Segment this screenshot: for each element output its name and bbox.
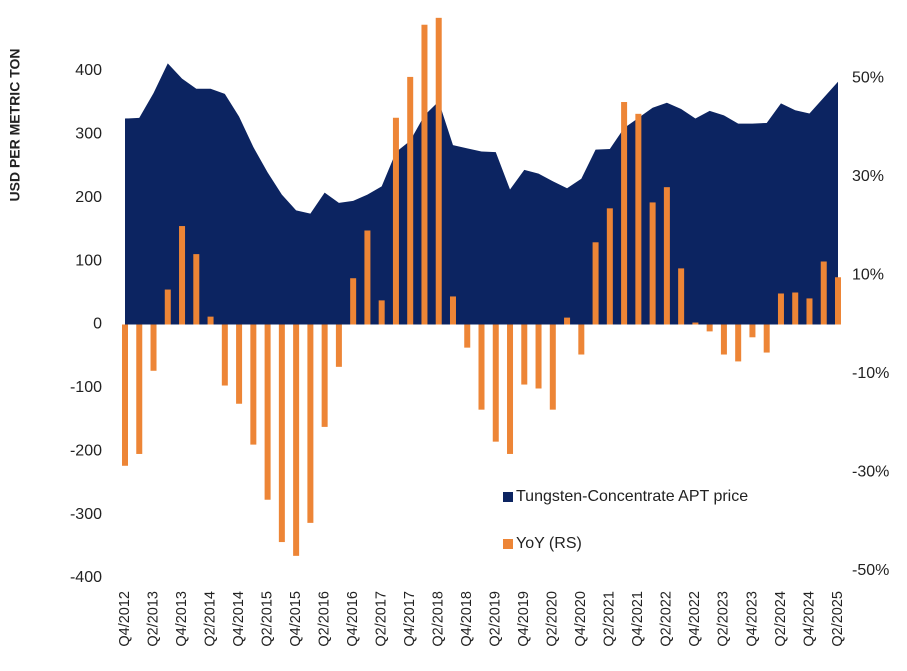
yoy-bar <box>535 324 542 389</box>
y-tick-label: 400 <box>75 62 102 79</box>
yoy-bar <box>777 293 784 325</box>
yoy-bar <box>435 17 442 325</box>
yoy-bar <box>407 76 414 325</box>
yoy-bar <box>307 324 314 523</box>
x-tick-label: Q2/2017 <box>374 591 390 647</box>
x-tick-label: Q4/2014 <box>231 591 247 647</box>
legend-label: YoY (RS) <box>516 535 582 552</box>
yoy-bar <box>264 324 271 500</box>
y2-tick-label: 10% <box>852 266 884 283</box>
yoy-bar <box>706 324 713 332</box>
yoy-bar <box>835 277 841 325</box>
yoy-bar <box>663 187 670 325</box>
yoy-bar <box>122 324 128 466</box>
y-tick-label: -400 <box>70 569 102 586</box>
yoy-bar <box>150 324 157 371</box>
yoy-bar <box>293 324 300 556</box>
yoy-bar <box>792 292 799 325</box>
y2-tick-label: 30% <box>852 168 884 185</box>
yoy-bar <box>649 202 656 325</box>
y-tick-label: 200 <box>75 189 102 206</box>
yoy-bar <box>492 324 499 442</box>
y-tick-label: 100 <box>75 252 102 269</box>
yoy-bar <box>350 278 357 325</box>
yoy-bar <box>606 208 613 325</box>
yoy-bar <box>820 261 827 325</box>
yoy-bar <box>221 324 228 386</box>
yoy-bar <box>449 296 456 325</box>
yoy-bar <box>236 324 243 404</box>
yoy-bar <box>478 324 485 410</box>
yoy-bar <box>179 226 186 325</box>
x-tick-label: Q2/2023 <box>716 591 732 647</box>
yoy-bar <box>378 300 385 325</box>
yoy-bar <box>164 289 171 325</box>
yoy-bar <box>720 324 727 355</box>
x-tick-label: Q4/2012 <box>117 591 133 647</box>
x-tick-label: Q4/2013 <box>174 591 190 647</box>
y-tick-label: 300 <box>75 126 102 143</box>
x-tick-label: Q2/2024 <box>773 591 789 647</box>
yoy-bar <box>621 102 628 325</box>
yoy-bar <box>635 113 642 325</box>
yoy-bar <box>592 242 599 325</box>
yoy-bar <box>335 324 342 367</box>
yoy-bar <box>321 324 328 427</box>
legend-label: Tungsten-Concentrate APT price <box>516 488 748 505</box>
yoy-bar <box>763 324 770 353</box>
x-tick-label: Q4/2019 <box>516 591 532 647</box>
yoy-bar <box>207 316 214 325</box>
x-tick-label: Q4/2024 <box>801 591 817 647</box>
yoy-bar <box>278 324 285 543</box>
yoy-bar <box>806 298 813 325</box>
x-tick-label: Q2/2021 <box>602 591 618 647</box>
yoy-bar <box>735 324 742 362</box>
x-tick-label: Q4/2015 <box>288 591 304 647</box>
x-tick-label: Q2/2018 <box>431 591 447 647</box>
yoy-bar <box>749 324 756 338</box>
y-tick-label: -300 <box>70 506 102 523</box>
x-tick-label: Q4/2021 <box>630 591 646 647</box>
yoy-bar <box>507 324 514 454</box>
x-tick-label: Q2/2015 <box>259 591 275 647</box>
yoy-bar <box>549 324 556 410</box>
x-tick-label: Q2/2016 <box>316 591 332 647</box>
yoy-bar <box>464 324 471 348</box>
y2-tick-label: -30% <box>852 463 889 480</box>
x-tick-label: Q2/2014 <box>202 591 218 647</box>
x-tick-label: Q2/2019 <box>488 591 504 647</box>
y-tick-label: -200 <box>70 442 102 459</box>
x-tick-label: Q4/2022 <box>687 591 703 647</box>
x-tick-label: Q2/2025 <box>830 591 846 647</box>
x-tick-label: Q2/2020 <box>545 591 561 647</box>
yoy-bar <box>193 254 200 325</box>
yoy-bar <box>364 230 371 325</box>
yoy-bar <box>578 324 585 355</box>
y-axis-label: USD PER METRIC TON <box>7 49 23 202</box>
price-area <box>125 63 838 325</box>
y2-tick-label: -10% <box>852 365 889 382</box>
x-tick-label: Q4/2018 <box>459 591 475 647</box>
x-tick-label: Q2/2013 <box>145 591 161 647</box>
yoy-bar <box>692 322 699 325</box>
y-tick-label: 0 <box>93 316 102 333</box>
legend-swatch <box>503 492 513 502</box>
legend-swatch <box>503 539 513 549</box>
x-tick-label: Q4/2020 <box>573 591 589 647</box>
yoy-bar <box>521 324 528 385</box>
yoy-bar <box>250 324 257 445</box>
yoy-bar <box>678 268 685 325</box>
y2-tick-label: 50% <box>852 70 884 87</box>
x-tick-label: Q4/2016 <box>345 591 361 647</box>
y-tick-label: -100 <box>70 379 102 396</box>
yoy-bar <box>136 324 143 454</box>
yoy-bar <box>564 317 571 325</box>
y2-tick-label: -50% <box>852 562 889 579</box>
yoy-bar <box>421 24 428 325</box>
yoy-bar <box>392 117 399 325</box>
x-tick-label: Q4/2017 <box>402 591 418 647</box>
x-tick-label: Q2/2022 <box>659 591 675 647</box>
x-tick-label: Q4/2023 <box>744 591 760 647</box>
